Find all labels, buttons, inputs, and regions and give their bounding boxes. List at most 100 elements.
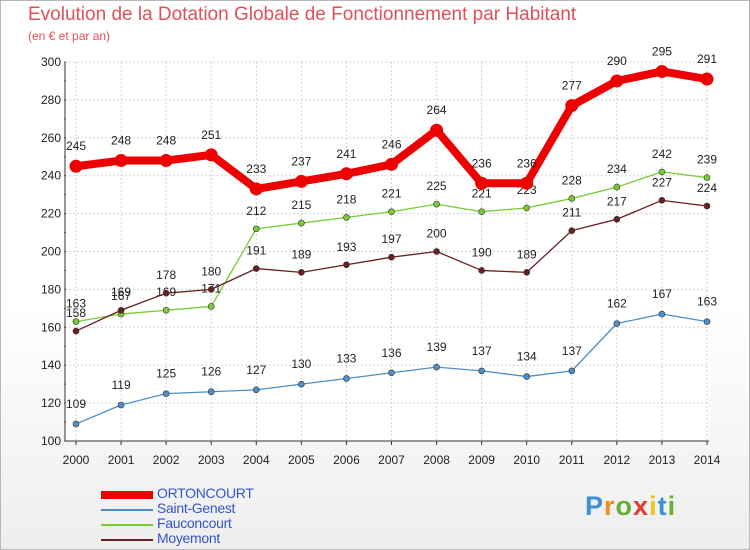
data-label: 234 bbox=[607, 162, 627, 176]
x-tick-label: 2008 bbox=[423, 453, 450, 467]
data-point bbox=[433, 248, 440, 255]
data-point bbox=[117, 401, 125, 409]
data-label: 136 bbox=[381, 346, 401, 360]
data-label: 180 bbox=[201, 264, 221, 278]
data-point bbox=[162, 289, 170, 297]
data-label: 242 bbox=[652, 147, 672, 161]
logo-letter: P bbox=[585, 491, 605, 521]
data-point bbox=[613, 215, 621, 223]
data-label: 237 bbox=[291, 154, 311, 168]
data-label: 248 bbox=[156, 134, 176, 148]
x-tick-label: 2006 bbox=[333, 453, 360, 467]
data-label: 189 bbox=[291, 247, 311, 261]
y-tick-label: 240 bbox=[41, 169, 61, 183]
chart-subtitle: (en € et par an) bbox=[28, 29, 111, 43]
data-label: 193 bbox=[336, 240, 356, 254]
data-label: 163 bbox=[66, 297, 86, 311]
data-label: 190 bbox=[472, 245, 492, 259]
x-tick-label: 2009 bbox=[468, 453, 495, 467]
legend-label: Fauconcourt bbox=[157, 515, 232, 531]
data-point bbox=[523, 373, 531, 380]
data-label: 236 bbox=[472, 156, 492, 170]
data-label: 239 bbox=[697, 153, 717, 167]
data-point bbox=[703, 202, 711, 210]
data-label: 130 bbox=[291, 357, 311, 371]
data-point bbox=[433, 200, 440, 208]
y-tick-label: 180 bbox=[41, 282, 61, 296]
data-point bbox=[610, 74, 624, 88]
y-tick-label: 260 bbox=[41, 131, 61, 145]
data-point bbox=[252, 225, 260, 233]
data-point bbox=[520, 176, 534, 190]
chart-title: Evolution de la Dotation Globale de Fonc… bbox=[28, 4, 577, 25]
legend-label: ORTONCOURT bbox=[157, 485, 254, 501]
data-point bbox=[613, 183, 621, 191]
data-point bbox=[249, 182, 263, 196]
x-tick-label: 2007 bbox=[378, 453, 405, 467]
y-tick-label: 140 bbox=[41, 358, 61, 372]
data-point bbox=[433, 363, 440, 371]
legend-label: Saint-Genest bbox=[157, 500, 236, 516]
data-label: 246 bbox=[381, 137, 401, 151]
data-point bbox=[207, 303, 215, 310]
data-label: 167 bbox=[652, 287, 672, 301]
legend-swatch bbox=[101, 539, 153, 541]
data-point bbox=[252, 386, 260, 394]
data-point bbox=[385, 157, 398, 171]
data-point bbox=[72, 420, 80, 428]
data-label: 167 bbox=[111, 289, 131, 303]
data-point bbox=[478, 267, 485, 274]
data-label: 277 bbox=[562, 79, 582, 93]
x-tick-label: 2003 bbox=[198, 453, 225, 467]
data-point bbox=[523, 204, 531, 212]
data-label: 251 bbox=[201, 128, 221, 142]
proxiti-logo: Proxiti bbox=[585, 491, 676, 522]
data-point bbox=[523, 269, 531, 276]
data-label: 189 bbox=[517, 247, 537, 261]
data-label: 200 bbox=[427, 227, 447, 241]
y-tick-label: 300 bbox=[41, 55, 61, 69]
data-point bbox=[388, 208, 395, 216]
data-label: 162 bbox=[607, 297, 627, 311]
data-point bbox=[298, 219, 305, 227]
data-label: 221 bbox=[381, 187, 401, 201]
data-point bbox=[430, 123, 444, 137]
data-point bbox=[568, 367, 576, 375]
data-point bbox=[343, 375, 350, 382]
data-point bbox=[207, 388, 215, 396]
data-label: 212 bbox=[246, 204, 266, 218]
data-point bbox=[703, 318, 711, 325]
data-label: 290 bbox=[607, 54, 627, 68]
data-label: 137 bbox=[472, 344, 492, 358]
data-label: 241 bbox=[336, 147, 356, 161]
x-tick-label: 2011 bbox=[559, 453, 585, 467]
data-label: 245 bbox=[66, 139, 86, 153]
data-point bbox=[207, 286, 215, 293]
data-point bbox=[69, 159, 83, 173]
data-point bbox=[298, 269, 305, 276]
y-tick-label: 120 bbox=[41, 396, 61, 410]
data-point bbox=[72, 327, 80, 335]
data-label: 158 bbox=[66, 306, 86, 320]
data-point bbox=[655, 64, 669, 78]
data-point bbox=[658, 168, 666, 176]
data-label: 125 bbox=[156, 367, 176, 381]
data-point bbox=[159, 154, 173, 168]
data-point bbox=[388, 253, 395, 261]
y-tick-label: 160 bbox=[41, 320, 61, 334]
data-label: 217 bbox=[607, 194, 627, 208]
data-label: 227 bbox=[652, 175, 672, 189]
logo-letter: t bbox=[657, 491, 668, 521]
data-label: 228 bbox=[562, 173, 582, 187]
data-label: 191 bbox=[246, 244, 266, 258]
data-point bbox=[568, 227, 576, 234]
y-tick-label: 100 bbox=[41, 434, 61, 448]
x-tick-label: 2010 bbox=[513, 453, 540, 467]
data-label: 225 bbox=[427, 179, 447, 193]
logo-letter: i bbox=[649, 491, 658, 521]
data-point bbox=[204, 148, 218, 162]
data-label: 215 bbox=[291, 198, 311, 212]
legend-label: Moyemont bbox=[157, 530, 220, 546]
data-label: 169 bbox=[111, 285, 131, 299]
data-label: 291 bbox=[697, 52, 717, 66]
